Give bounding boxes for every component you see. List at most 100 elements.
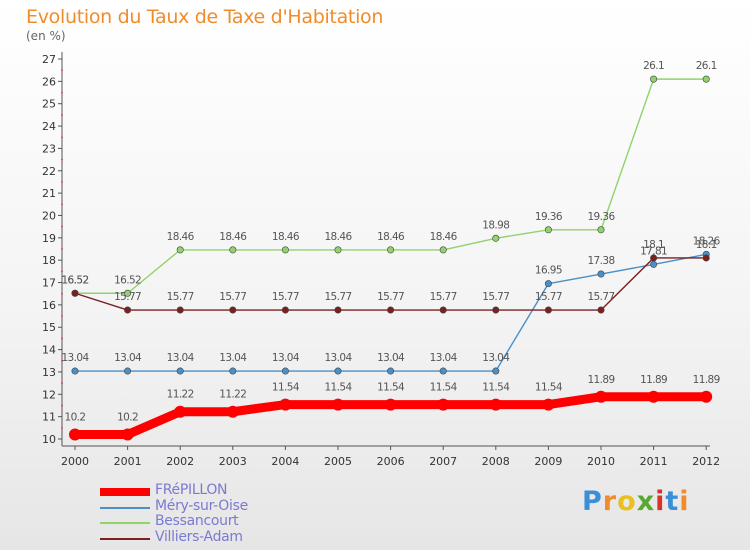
data-point bbox=[597, 226, 605, 234]
data-label: 11.54 bbox=[482, 382, 510, 394]
data-label: 26.1 bbox=[643, 60, 664, 72]
data-point bbox=[702, 75, 710, 83]
y-tick-label: 26 bbox=[42, 75, 56, 88]
x-tick-label: 2006 bbox=[377, 455, 405, 468]
data-label: 19.36 bbox=[535, 211, 563, 223]
data-label: 17.38 bbox=[587, 255, 614, 267]
data-point bbox=[544, 280, 552, 288]
data-label: 18.46 bbox=[377, 231, 405, 243]
data-point bbox=[437, 398, 450, 411]
y-minor-tick bbox=[61, 426, 63, 429]
data-label: 18.98 bbox=[482, 219, 509, 231]
data-point bbox=[544, 226, 552, 234]
data-point bbox=[281, 367, 289, 375]
legend-swatch bbox=[100, 506, 150, 509]
data-label: 18.46 bbox=[272, 231, 300, 243]
chart-title: Evolution du Taux de Taxe d'Habitation bbox=[26, 6, 384, 28]
data-point bbox=[229, 367, 237, 375]
x-tick-label: 2003 bbox=[219, 455, 247, 468]
data-label: 11.89 bbox=[587, 374, 614, 386]
data-label: 13.04 bbox=[219, 352, 247, 364]
data-point bbox=[124, 306, 132, 314]
data-label: 19.36 bbox=[587, 211, 615, 223]
x-tick-label: 2009 bbox=[534, 455, 562, 468]
data-label: 18.46 bbox=[430, 231, 458, 243]
data-label: 18.1 bbox=[696, 239, 717, 251]
data-point bbox=[332, 398, 344, 411]
data-point bbox=[597, 270, 605, 278]
y-tick-label: 13 bbox=[42, 366, 56, 379]
data-label: 15.77 bbox=[272, 291, 299, 303]
data-label: 16.95 bbox=[535, 265, 562, 277]
data-point bbox=[281, 246, 289, 254]
data-point bbox=[334, 306, 342, 314]
y-minor-tick bbox=[61, 180, 63, 183]
data-label: 11.22 bbox=[167, 389, 194, 401]
x-tick-label: 2001 bbox=[114, 455, 142, 468]
logo-letter: i bbox=[679, 486, 690, 517]
y-minor-tick bbox=[61, 203, 63, 206]
data-point bbox=[387, 306, 395, 314]
data-label: 10.2 bbox=[65, 412, 86, 424]
y-minor-tick bbox=[61, 248, 63, 250]
data-label: 26.1 bbox=[696, 60, 717, 72]
data-label: 15.77 bbox=[114, 291, 141, 303]
y-minor-tick bbox=[61, 292, 63, 295]
data-label: 15.77 bbox=[324, 291, 351, 303]
data-label: 15.77 bbox=[167, 291, 194, 303]
y-minor-tick bbox=[61, 91, 63, 94]
y-tick-label: 12 bbox=[42, 388, 56, 401]
data-label: 18.46 bbox=[167, 231, 195, 243]
data-label: 11.54 bbox=[377, 382, 405, 394]
data-label: 18.1 bbox=[643, 239, 664, 251]
data-point bbox=[650, 254, 658, 262]
y-minor-tick bbox=[61, 113, 63, 116]
y-tick-label: 17 bbox=[42, 277, 56, 290]
data-label: 16.52 bbox=[61, 274, 88, 286]
x-tick-label: 2000 bbox=[61, 455, 89, 468]
data-point bbox=[489, 398, 502, 411]
data-point bbox=[542, 398, 555, 411]
legend-swatch bbox=[100, 522, 150, 524]
x-tick-label: 2008 bbox=[482, 455, 510, 468]
data-point bbox=[229, 246, 237, 254]
x-tick-label: 2002 bbox=[166, 455, 194, 468]
legend-label: Bessancourt bbox=[155, 513, 239, 529]
data-label: 13.04 bbox=[61, 352, 89, 364]
data-point bbox=[650, 260, 658, 268]
data-point bbox=[492, 234, 500, 242]
data-label: 11.54 bbox=[324, 382, 352, 394]
data-point bbox=[439, 367, 447, 375]
data-label: 11.54 bbox=[272, 382, 300, 394]
y-tick-label: 10 bbox=[42, 433, 56, 446]
x-tick-label: 2005 bbox=[324, 455, 352, 468]
data-label: 15.77 bbox=[219, 291, 246, 303]
data-point bbox=[334, 367, 342, 375]
data-label: 16.52 bbox=[61, 274, 88, 286]
y-tick-label: 14 bbox=[42, 344, 56, 357]
y-tick-label: 21 bbox=[42, 187, 56, 200]
data-label: 13.04 bbox=[377, 352, 405, 364]
legend-label: Villiers-Adam bbox=[155, 528, 243, 545]
data-point bbox=[121, 428, 134, 441]
data-point bbox=[700, 390, 713, 403]
y-tick-label: 16 bbox=[42, 299, 56, 312]
data-point bbox=[387, 367, 395, 375]
data-label: 11.54 bbox=[535, 382, 563, 394]
legend-swatch bbox=[100, 537, 150, 540]
data-point bbox=[544, 306, 552, 314]
y-tick-label: 22 bbox=[42, 165, 56, 178]
data-label: 15.77 bbox=[587, 291, 614, 303]
data-label: 13.04 bbox=[324, 352, 352, 364]
y-tick-label: 25 bbox=[42, 98, 56, 111]
data-label: 13.04 bbox=[430, 352, 458, 364]
data-point bbox=[650, 75, 658, 83]
data-point bbox=[71, 367, 79, 375]
data-label: 18.46 bbox=[219, 231, 247, 243]
data-point bbox=[439, 306, 447, 314]
y-tick-label: 19 bbox=[42, 232, 56, 245]
logo-letter: o bbox=[617, 486, 637, 517]
y-minor-tick bbox=[61, 136, 63, 139]
y-minor-tick bbox=[61, 404, 63, 407]
